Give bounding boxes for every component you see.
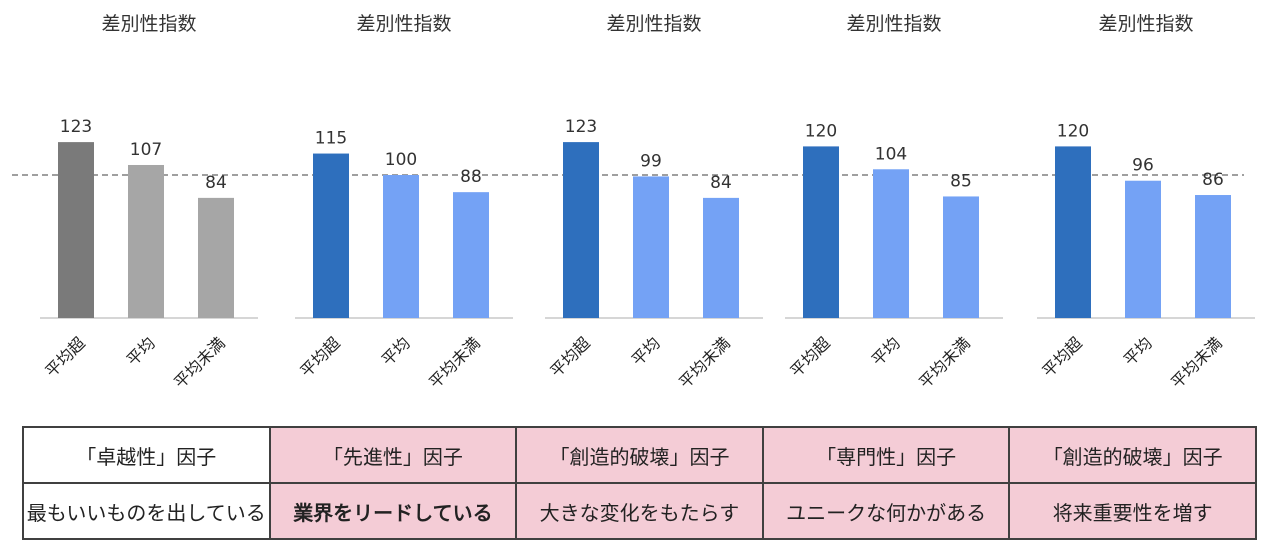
factor-description-row: 最もいいものを出している 業界をリードしている 大きな変化をもたらす ユニークな… xyxy=(22,482,1257,540)
category-label: 平均超 xyxy=(1038,333,1085,380)
category-label: 平均未満 xyxy=(425,333,484,392)
category-label: 平均未満 xyxy=(170,333,229,392)
factor-description: 将来重要性を増す xyxy=(1008,482,1257,540)
chart-panel-4: 差別性指数 120 平均超 104 平均 85 平均未満 xyxy=(785,13,1003,392)
data-label: 99 xyxy=(640,151,662,171)
bar-3 xyxy=(703,197,739,318)
category-label: 平均超 xyxy=(786,333,833,380)
data-label: 107 xyxy=(130,140,162,160)
data-label: 100 xyxy=(385,150,417,170)
category-label: 平均 xyxy=(868,333,904,369)
panel-title: 差別性指数 xyxy=(846,13,941,35)
panel-title: 差別性指数 xyxy=(356,13,451,35)
data-label: 123 xyxy=(565,117,597,137)
panel-title: 差別性指数 xyxy=(1098,13,1193,35)
bar-2 xyxy=(1125,180,1161,318)
chart-panel-2: 差別性指数 115 平均超 100 平均 88 平均未満 xyxy=(295,13,513,392)
data-label: 88 xyxy=(460,167,482,187)
bar-2 xyxy=(633,176,669,318)
chart-panel-5: 差別性指数 120 平均超 96 平均 86 平均未満 xyxy=(1037,13,1255,392)
data-label: 123 xyxy=(60,117,92,137)
factor-table: 「卓越性」因子 「先進性」因子 「創造的破壊」因子 「専門性」因子 「創造的破壊… xyxy=(22,426,1257,540)
category-label: 平均未満 xyxy=(675,333,734,392)
data-label: 120 xyxy=(1057,121,1089,141)
category-label: 平均 xyxy=(1120,333,1156,369)
bar-1 xyxy=(1055,146,1091,318)
category-label: 平均未満 xyxy=(915,333,974,392)
factor-title: 「先進性」因子 xyxy=(268,426,518,484)
category-label: 平均超 xyxy=(546,333,593,380)
chart-panel-1: 差別性指数 123 平均超 107 平均 84 平均未満 xyxy=(40,13,258,392)
factor-description: 業界をリードしている xyxy=(268,482,518,540)
category-label: 平均 xyxy=(628,333,664,369)
factor-title: 「創造的破壊」因子 xyxy=(515,426,764,484)
panel-title: 差別性指数 xyxy=(101,13,196,35)
chart-panel-3: 差別性指数 123 平均超 99 平均 84 平均未満 xyxy=(545,13,763,392)
bar-3 xyxy=(1195,195,1231,318)
factor-description: 最もいいものを出している xyxy=(22,482,271,540)
category-label: 平均超 xyxy=(296,333,343,380)
factor-title: 「専門性」因子 xyxy=(761,426,1011,484)
factor-title: 「卓越性」因子 xyxy=(22,426,271,484)
bar-3 xyxy=(198,197,234,318)
category-label: 平均 xyxy=(123,333,159,369)
bar-2 xyxy=(873,169,909,318)
factor-description: 大きな変化をもたらす xyxy=(515,482,764,540)
chart-area: 差別性指数 123 平均超 107 平均 84 平均未満 差別性指数 115 平均超 100 平均 88… xyxy=(12,13,1255,392)
bar-1 xyxy=(58,142,94,318)
bar-2 xyxy=(128,164,164,318)
data-label: 120 xyxy=(805,121,837,141)
bar-1 xyxy=(313,153,349,318)
panel-title: 差別性指数 xyxy=(606,13,701,35)
bar-3 xyxy=(943,196,979,318)
bar-2 xyxy=(383,175,419,318)
data-label: 84 xyxy=(205,173,227,193)
bar-1 xyxy=(803,146,839,318)
data-label: 115 xyxy=(315,129,347,149)
bar-1 xyxy=(563,142,599,318)
factor-title-row: 「卓越性」因子 「先進性」因子 「創造的破壊」因子 「専門性」因子 「創造的破壊… xyxy=(22,426,1257,484)
data-label: 85 xyxy=(950,171,972,191)
data-label: 86 xyxy=(1202,170,1224,190)
category-label: 平均 xyxy=(378,333,414,369)
factor-title: 「創造的破壊」因子 xyxy=(1008,426,1257,484)
data-label: 84 xyxy=(710,173,732,193)
category-label: 平均超 xyxy=(41,333,88,380)
factor-description: ユニークな何かがある xyxy=(761,482,1011,540)
data-label: 104 xyxy=(875,144,907,164)
category-label: 平均未満 xyxy=(1167,333,1226,392)
data-label: 96 xyxy=(1132,156,1154,176)
bar-3 xyxy=(453,192,489,318)
